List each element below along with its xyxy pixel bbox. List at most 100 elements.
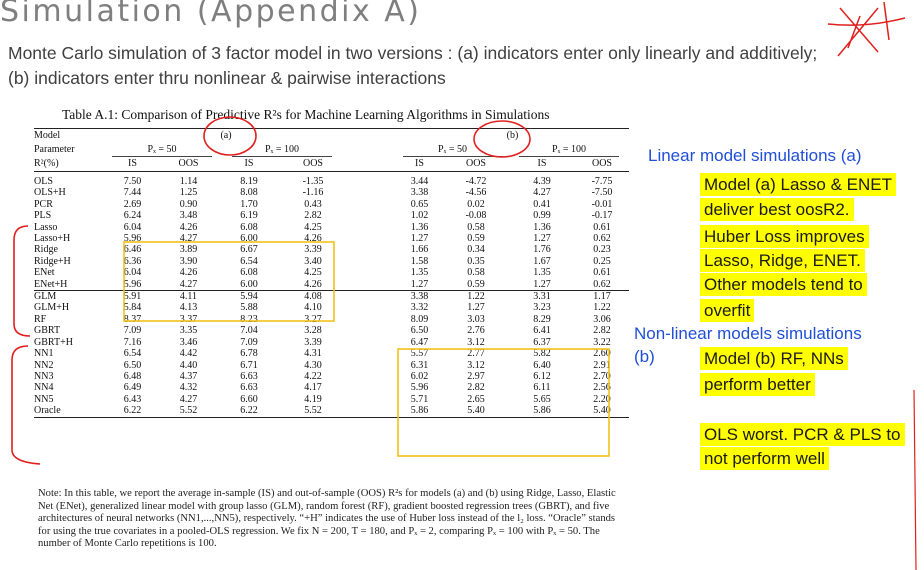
row-value: 3.12: [467, 336, 485, 348]
row-value: 3.23: [533, 302, 551, 314]
linear-point: Model (a) Lasso & ENET: [700, 173, 897, 196]
table-row: Lasso+H 5.96 4.27 6.00 4.26 1.27 0.59 1.27 0.62: [34, 233, 629, 244]
table-row: Ridge 6.46 3.89 6.67 3.39 1.66 0.34 1.76 0.23: [34, 244, 629, 255]
row-model-name: ENet+H: [34, 278, 68, 290]
row-value: 5.94: [218, 290, 280, 303]
row-value: 6.04: [123, 267, 142, 279]
row-value: 6.67: [240, 244, 258, 256]
margin-line: [913, 389, 917, 570]
row-value: 6.02: [410, 370, 429, 382]
row-value: 6.48: [123, 370, 142, 382]
table-row: NN1 6.54 4.42 6.78 4.31 5.57 2.77 5.82 2.60: [34, 348, 629, 359]
row-value: 5.88: [240, 302, 258, 314]
row-value: 6.08: [240, 267, 258, 279]
col-is: IS: [396, 157, 443, 172]
model-b-label: (b): [396, 128, 629, 143]
row-value: 8.19: [240, 176, 258, 187]
row-value: 6.49: [123, 382, 142, 394]
row-value: 2.77: [467, 348, 485, 360]
row-value: -7.50: [591, 187, 613, 199]
row-value: 3.46: [179, 336, 198, 348]
row-value: 6.08: [240, 221, 258, 233]
row-value: 5.96: [410, 382, 429, 394]
row-value: 6.54: [123, 348, 142, 360]
table-row: PLS 6.24 3.48 6.19 2.82 1.02 -0.08 0.99 -0.17: [34, 210, 629, 221]
row-value: 5.40: [443, 405, 509, 418]
col-is: IS: [218, 157, 280, 172]
row-value: 8.23: [240, 313, 258, 325]
row-model-name: PLS: [34, 210, 52, 222]
table-caption: Table A.1: Comparison of Predictive R²s …: [62, 107, 550, 122]
row-value: 7.09: [123, 325, 142, 337]
row-value: 0.43: [304, 198, 322, 210]
row-value: 3.32: [410, 302, 429, 314]
row-value: 3.38: [396, 290, 443, 303]
row-value: 3.37: [179, 313, 198, 325]
row-value: 6.63: [240, 382, 258, 394]
row-value: 2.97: [467, 370, 485, 382]
row-value: 4.37: [179, 370, 198, 382]
row-value: 2.70: [593, 370, 611, 382]
row-value: 0.65: [410, 198, 429, 210]
row-value: 6.22: [106, 405, 159, 418]
row-value: 0.59: [467, 233, 485, 245]
row-value: 1.27: [533, 233, 551, 245]
row-value: 0.99: [533, 210, 551, 222]
row-model-name: Ridge: [34, 244, 58, 256]
row-value: 1.35: [533, 267, 551, 279]
row-value: 6.37: [533, 336, 551, 348]
row-value: 6.50: [410, 325, 429, 337]
row-value: 3.22: [593, 336, 611, 348]
row-value: 3.31: [509, 290, 575, 303]
row-value: 6.71: [240, 359, 258, 371]
row-value: 1.22: [593, 302, 611, 314]
row-value: 6.60: [240, 393, 258, 405]
row-value: 0.41: [533, 198, 551, 210]
row-value: 1.27: [410, 233, 429, 245]
row-value: 7.50: [123, 176, 142, 187]
row-model-name: Oracle: [34, 405, 106, 418]
row-model-name: Ridge+H: [34, 255, 71, 267]
col-oos: OOS: [280, 157, 346, 172]
row-value: 6.41: [533, 325, 551, 337]
param-b-50: Pₓ = 50: [402, 144, 503, 157]
row-value: 4.30: [304, 359, 322, 371]
linear-point: overfit: [700, 299, 755, 322]
row-value: 6.00: [240, 233, 258, 245]
row-value: 4.11: [159, 290, 218, 303]
row-model-name: OLS: [34, 176, 53, 187]
row-value: 5.86: [396, 405, 443, 418]
row-value: 5.86: [509, 405, 575, 418]
row-value: 5.71: [410, 393, 429, 405]
row-value: 3.35: [179, 325, 198, 337]
row-value: -4.72: [465, 176, 487, 187]
row-value: 5.84: [123, 302, 142, 314]
row-value: 1.36: [533, 221, 551, 233]
row-value: -7.75: [591, 176, 613, 187]
row-model-name: GBRT: [34, 325, 61, 337]
row-value: 6.31: [410, 359, 429, 371]
row-value: 5.40: [575, 405, 629, 418]
table-row: GBRT+H 7.16 3.46 7.09 3.39 6.47 3.12 6.37 3.22: [34, 337, 629, 348]
table-row: Oracle 6.22 5.52 6.22 5.52 5.86 5.40 5.86 5.40: [34, 405, 629, 418]
nonlinear-point: Model (b) RF, NNs: [700, 347, 848, 370]
row-value: 1.76: [533, 244, 551, 256]
row-value: 1.66: [410, 244, 429, 256]
row-value: 4.26: [179, 221, 198, 233]
row-value: 4.26: [304, 233, 322, 245]
row-value: 5.96: [123, 233, 142, 245]
row-value: 0.02: [467, 198, 485, 210]
row-value: 5.57: [410, 348, 429, 360]
row-value: 1.27: [533, 278, 551, 290]
row-value: 6.12: [533, 370, 551, 382]
table-row: OLS+H 7.44 1.25 8.08 -1.16 3.38 -4.56 4.27 -7.50: [34, 187, 629, 198]
row-value: 6.11: [533, 382, 551, 394]
col-oos: OOS: [443, 157, 509, 172]
row-value: 6.24: [123, 210, 142, 222]
row-value: 7.09: [240, 336, 258, 348]
row-model-name: Lasso: [34, 221, 58, 233]
nonlinear-point: perform better: [700, 373, 815, 396]
row-value: 3.40: [304, 255, 322, 267]
row-value: 1.70: [240, 198, 258, 210]
row-value: 0.61: [593, 267, 611, 279]
